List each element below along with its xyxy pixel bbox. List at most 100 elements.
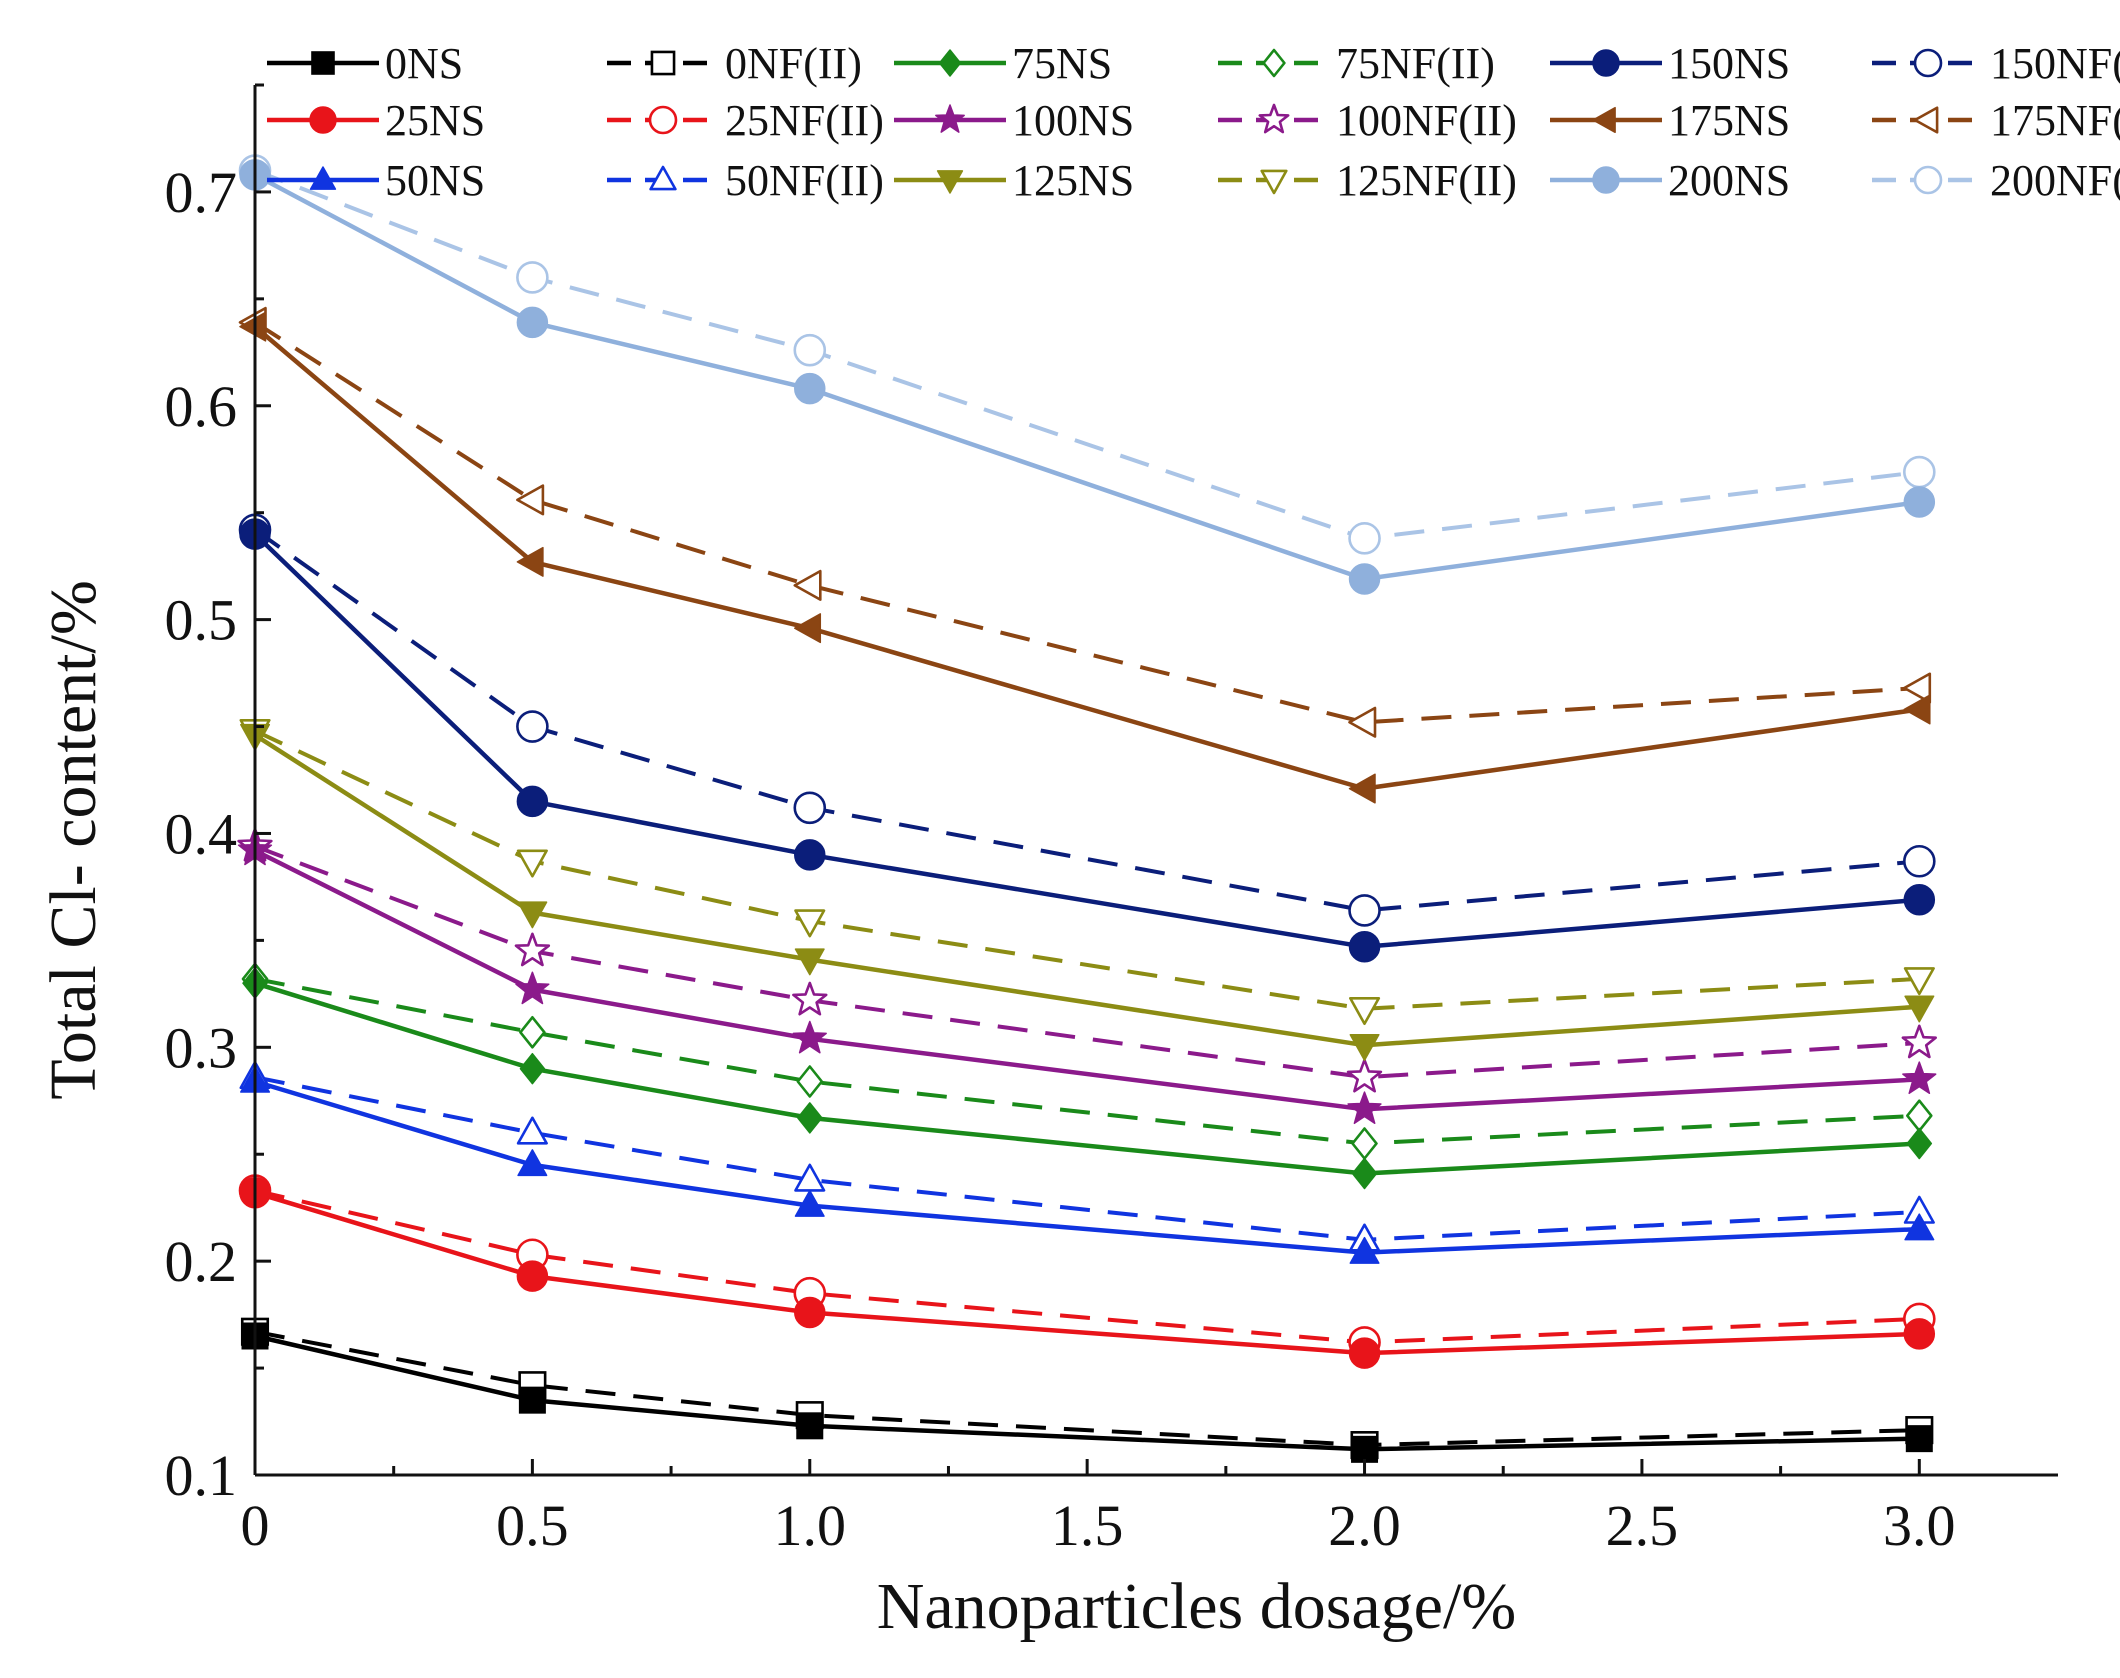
legend-swatch-marker [1592, 49, 1620, 77]
data-point-150nf-ii-2 [793, 791, 827, 825]
legend-label: 25NF(II) [725, 96, 884, 145]
data-point-125nf-ii-1 [516, 849, 548, 878]
legend-label: 100NF(II) [1336, 96, 1517, 145]
series-line-100ns [253, 848, 1920, 1112]
data-point-125nf-ii-4 [1903, 967, 1935, 996]
legend-item-50ns: 50NS [267, 156, 485, 205]
legend-label: 175NF(II) [1990, 96, 2120, 145]
legend-label: 200NF(II) [1990, 156, 2120, 205]
data-point-25ns-3 [1348, 1337, 1381, 1369]
data-point-175ns-4 [1903, 694, 1931, 725]
legend-swatch-marker [311, 51, 335, 75]
legend-item-100nf-ii: 100NF(II) [1218, 96, 1517, 145]
data-point-0ns-4 [1905, 1425, 1933, 1453]
legend-item-50nf-ii: 50NF(II) [607, 156, 884, 205]
x-axis-title: Nanoparticles dosage/% [877, 1570, 1517, 1643]
legend-swatch-marker [1913, 48, 1943, 78]
legend-swatch-marker [936, 170, 964, 194]
data-point-200ns-2 [794, 372, 826, 405]
legend-swatch-marker [1913, 106, 1939, 134]
y-tick-label: 0.4 [165, 801, 238, 866]
series-line-25ns [254, 1190, 1920, 1356]
legend-swatch-marker [648, 105, 678, 135]
legend-label: 0NF(II) [725, 39, 862, 88]
y-tick-label: 0.1 [165, 1443, 238, 1508]
data-point-200nf-ii-4 [1903, 455, 1936, 489]
y-tick-label: 0.2 [165, 1229, 238, 1294]
series-175ns [239, 311, 1931, 804]
legend-item-200ns: 200NS [1550, 156, 1790, 205]
legend-item-100ns: 100NS [894, 96, 1134, 145]
data-point-175ns-1 [516, 546, 544, 577]
legend-swatch-marker [1260, 169, 1288, 195]
data-point-125nf-ii-2 [794, 909, 826, 938]
series-175nf-ii [238, 306, 1932, 738]
series-100nf-ii [237, 827, 1937, 1093]
data-point-150ns-1 [516, 785, 549, 818]
legend-item-0ns: 0NS [267, 39, 463, 88]
x-tick-label: 3.0 [1883, 1493, 1956, 1558]
data-point-75nf-ii-4 [1906, 1099, 1933, 1132]
series-0ns [241, 1322, 1933, 1463]
data-point-75nf-ii-2 [796, 1065, 824, 1098]
y-tick-label: 0.7 [165, 160, 238, 225]
data-point-150nf-ii-3 [1348, 894, 1381, 927]
data-point-175nf-ii-4 [1903, 672, 1932, 704]
series-200ns [239, 159, 1936, 595]
legend-label: 150NF(II) [1990, 39, 2120, 88]
series-line-25nf-ii [254, 1188, 1920, 1345]
series-line-125ns [253, 733, 1920, 1048]
data-point-100nf-ii-3 [1346, 1058, 1383, 1093]
series-line-175ns [253, 324, 1920, 791]
series-50ns [240, 1065, 1935, 1264]
tick-layer: 0 0.5 1.0 1.5 2.0 2.5 3.0 0.1 0.2 0.3 0.4 0.5 0.6 0.7 [165, 83, 1956, 1558]
data-point-0ns-3 [1351, 1435, 1379, 1463]
data-point-100ns-2 [792, 1020, 827, 1054]
data-point-150ns-2 [794, 839, 826, 871]
data-point-75ns-1 [519, 1052, 546, 1085]
data-point-200ns-4 [1903, 486, 1936, 518]
legend-item-75ns: 75NS [894, 39, 1112, 88]
data-point-50ns-3 [1349, 1236, 1380, 1264]
data-point-75nf-ii-3 [1351, 1127, 1378, 1160]
data-point-200ns-1 [516, 306, 549, 339]
series-line-100nf-ii [254, 844, 1920, 1080]
legend-label: 75NF(II) [1336, 39, 1495, 88]
x-tick-label: 0 [241, 1493, 270, 1558]
data-point-200nf-ii-2 [793, 333, 827, 367]
y-axis-title: Total Cl- content/% [37, 580, 110, 1100]
data-point-0ns-1 [518, 1386, 546, 1414]
data-point-25ns-4 [1903, 1318, 1936, 1350]
data-point-125nf-ii-3 [1349, 996, 1381, 1026]
series-line-200ns [253, 172, 1920, 582]
data-point-75ns-4 [1906, 1127, 1933, 1160]
data-point-100ns-1 [515, 971, 550, 1005]
legend-label: 125NS [1012, 156, 1134, 205]
y-tick-label: 0.3 [165, 1015, 238, 1080]
x-tick-label: 1.5 [1051, 1493, 1124, 1558]
legend-swatch-marker [938, 49, 962, 77]
data-point-100nf-ii-2 [792, 981, 828, 1016]
data-point-175nf-ii-3 [1348, 706, 1377, 738]
legend-label: 150NS [1668, 39, 1790, 88]
x-tick-label: 1.0 [774, 1493, 847, 1558]
legend-label: 175NS [1668, 96, 1790, 145]
data-point-200ns-3 [1348, 563, 1381, 595]
legend-item-150nf-ii: 150NF(II) [1872, 39, 2120, 88]
data-point-125ns-4 [1904, 995, 1935, 1023]
data-point-50ns-2 [794, 1189, 825, 1217]
legend-swatch-marker [309, 106, 337, 134]
legend-swatch-marker [1592, 106, 1616, 134]
data-point-175ns-0 [239, 311, 267, 342]
data-point-50ns-4 [1904, 1213, 1935, 1241]
legend-item-175nf-ii: 175NF(II) [1872, 96, 2120, 145]
y-tick-label: 0.5 [165, 588, 238, 653]
data-point-175ns-3 [1348, 773, 1376, 804]
series-line-0ns [254, 1333, 1920, 1452]
series-150ns [239, 518, 1936, 963]
data-point-125ns-2 [794, 948, 825, 976]
legend-label: 50NS [385, 156, 485, 205]
series-line-50ns [254, 1079, 1920, 1255]
